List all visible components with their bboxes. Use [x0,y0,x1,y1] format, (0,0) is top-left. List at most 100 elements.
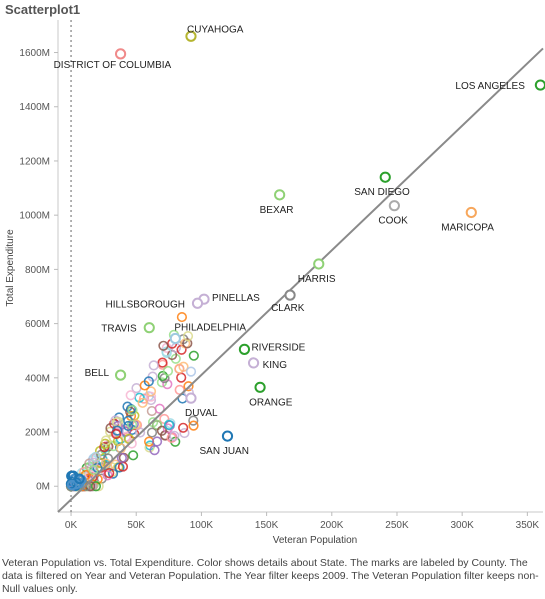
y-tick-label: 800M [25,265,50,276]
y-tick-label: 600M [25,319,50,330]
trend-line[interactable] [57,47,544,513]
county-point[interactable] [116,452,127,464]
county-point[interactable] [146,427,158,438]
county-point[interactable] [188,420,199,431]
unlabeled-points[interactable] [65,311,199,492]
county-point[interactable] [137,397,148,408]
y-tick-label: 1400M [19,102,50,113]
county-point[interactable] [156,425,167,436]
point-los-angeles[interactable] [534,79,545,91]
county-point[interactable] [176,372,187,383]
point-san-juan[interactable] [221,430,234,442]
point-label-pinellas: PINELLAS [212,293,260,304]
county-point[interactable] [169,430,180,441]
county-point[interactable] [162,379,173,390]
x-tick-label: 50K [127,520,145,531]
county-point[interactable] [90,481,102,492]
county-point[interactable] [154,403,165,414]
county-point[interactable] [123,420,134,432]
county-point[interactable] [88,464,99,475]
county-point[interactable] [102,453,114,464]
point-district-of-columbia[interactable] [114,48,127,60]
county-point[interactable] [182,338,193,349]
point-hillsborough[interactable] [191,297,204,309]
point-orange[interactable] [254,381,266,393]
point-maricopa[interactable] [465,206,477,219]
point-label-orange: ORANGE [249,397,293,408]
county-point[interactable] [100,458,111,469]
point-clark[interactable] [284,289,296,301]
x-tick-label: 350K [516,520,540,531]
point-label-king: KING [263,360,288,371]
county-point[interactable] [166,432,177,444]
county-point[interactable] [148,360,159,371]
county-point[interactable] [145,391,157,402]
county-point[interactable] [144,442,155,453]
point-king[interactable] [247,357,260,369]
point-harris[interactable] [313,258,325,270]
point-cuyahoga[interactable] [185,30,197,42]
county-point[interactable] [188,415,199,426]
county-point[interactable] [74,473,85,485]
county-point[interactable] [162,365,174,377]
point-duval[interactable] [185,392,197,404]
county-point[interactable] [100,435,112,446]
county-point[interactable] [179,427,190,439]
county-point[interactable] [174,363,185,374]
point-riverside[interactable] [238,343,251,355]
county-point[interactable] [145,386,157,397]
y-axis-label: Total Expenditure [5,229,16,307]
point-label-cuyahoga: CUYAHOGA [187,24,244,35]
county-point[interactable] [102,470,113,481]
scatter-plot[interactable]: 0M 200M 400M 600M 800M 1000M 1200M 1400M 1600M 0… [0,0,545,555]
trend-line-path[interactable] [57,47,544,513]
y-tick-label: 200M [25,428,50,439]
point-bexar[interactable] [274,189,286,201]
county-point[interactable] [134,392,145,403]
point-label-maricopa: MARICOPA [441,222,494,233]
point-label-harris: HARRIS [298,274,336,285]
county-point[interactable] [157,357,168,368]
point-label-riverside: RIVERSIDE [251,342,305,353]
point-travis[interactable] [143,322,155,334]
county-point[interactable] [105,423,116,434]
county-point[interactable] [163,419,175,431]
county-point[interactable] [182,330,194,342]
county-point[interactable] [157,370,168,382]
county-point[interactable] [88,457,99,468]
y-tick-label: 1200M [19,156,50,167]
county-point[interactable] [174,384,185,395]
county-point[interactable] [178,422,189,433]
point-philadelphia[interactable] [169,332,181,345]
county-point[interactable] [151,436,163,447]
county-point[interactable] [134,427,146,438]
county-point[interactable] [90,451,101,463]
point-label-cook: COOK [378,216,408,227]
county-point[interactable] [185,366,197,377]
point-cook[interactable] [388,200,400,212]
chart-caption: Veteran Population vs. Total Expenditure… [2,557,539,595]
county-point[interactable] [176,311,188,323]
y-axis: 0M 200M 400M 600M 800M 1000M 1200M 1400M 1600M [19,48,58,493]
point-bell[interactable] [114,369,127,381]
point-label-hillsborough: HILLSBOROUGH [106,299,185,310]
labeled-points[interactable]: DISTRICT OF COLUMBIA CUYAHOGA LOS ANGELES S… [54,24,545,457]
county-point[interactable] [110,415,121,426]
county-point[interactable] [183,381,194,392]
county-point[interactable] [95,457,106,468]
county-point[interactable] [107,468,119,479]
county-point[interactable] [127,405,138,416]
point-san-diego[interactable] [379,171,391,183]
county-point[interactable] [125,403,137,415]
point-label-los-angeles: LOS ANGELES [455,81,525,92]
point-label-bexar: BEXAR [260,205,294,216]
county-point[interactable] [188,350,199,361]
county-point[interactable] [158,340,169,351]
point-label-clark: CLARK [271,303,305,314]
county-point[interactable] [104,467,115,479]
county-point[interactable] [125,390,136,401]
county-point[interactable] [128,450,139,461]
county-point[interactable] [111,428,122,440]
county-point[interactable] [143,376,154,387]
county-point[interactable] [66,479,78,491]
